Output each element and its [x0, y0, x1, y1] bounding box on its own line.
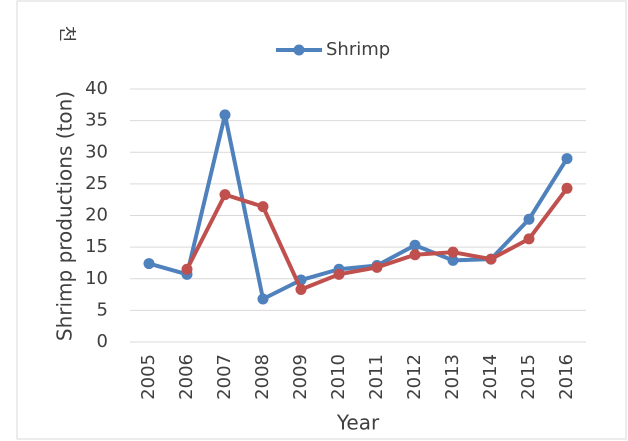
point	[143, 258, 155, 270]
point	[409, 249, 421, 261]
y-tick-label: 30	[85, 141, 108, 162]
x-tick-label: 2016	[556, 354, 577, 400]
y-tick-label: 5	[97, 299, 108, 320]
x-axis-title: Year	[336, 411, 380, 435]
y-tick-label: 20	[85, 205, 108, 226]
x-tick-label: 2012	[404, 354, 425, 400]
point	[561, 182, 573, 194]
x-tick-label: 2009	[290, 354, 311, 400]
point	[219, 189, 231, 201]
x-tick-label: 2013	[442, 354, 463, 400]
x-tick-label: 2007	[214, 354, 235, 400]
point	[523, 233, 535, 245]
x-tick-label: 2008	[252, 354, 273, 400]
legend-label: Shrimp	[326, 39, 390, 60]
y-tick-label: 25	[85, 173, 108, 194]
point	[409, 239, 421, 251]
x-tick-label: 2006	[176, 354, 197, 400]
x-tick-label: 2005	[138, 354, 159, 400]
y-tick-label: 0	[97, 331, 108, 352]
point	[295, 284, 307, 296]
y-tick-label: 35	[85, 110, 108, 131]
unit-note: 천	[56, 26, 77, 43]
point	[561, 153, 573, 165]
point	[219, 109, 231, 121]
y-axis-title: Shrimp productions (ton)	[53, 91, 77, 341]
x-tick-label: 2010	[328, 354, 349, 400]
x-tick-label: 2011	[366, 354, 387, 400]
series-line	[148, 112, 569, 301]
point	[447, 254, 459, 266]
point	[257, 293, 269, 305]
y-tick-label: 40	[85, 78, 108, 99]
point	[333, 268, 345, 280]
x-tick-label: 2014	[480, 354, 501, 400]
y-tick-label: 15	[85, 236, 108, 257]
legend-marker	[293, 44, 305, 56]
point	[447, 246, 459, 258]
point	[523, 213, 535, 225]
point	[257, 201, 269, 213]
point	[485, 253, 497, 265]
y-tick-label: 10	[85, 268, 108, 289]
x-tick-label: 2015	[518, 354, 539, 400]
point	[181, 263, 193, 275]
point	[371, 261, 383, 273]
